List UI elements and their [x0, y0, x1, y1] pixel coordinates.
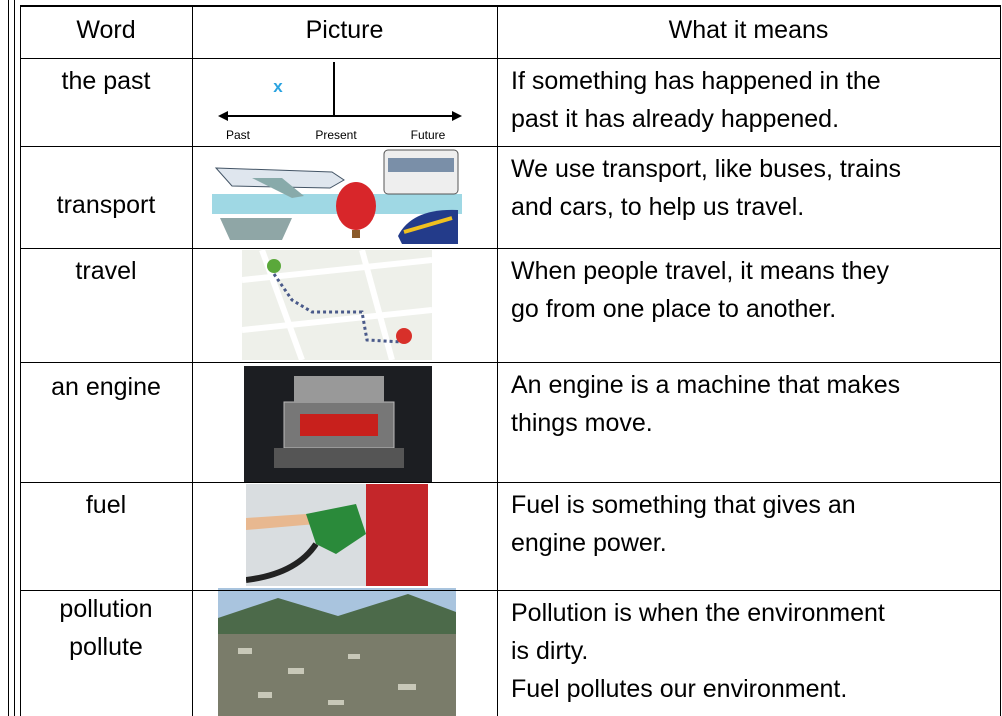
table-border [1000, 5, 1001, 716]
table-border [20, 5, 21, 716]
word-cell: pollution [59, 595, 153, 623]
meaning-cell: Fuel is something that gives an [511, 491, 856, 519]
left-rule [14, 0, 15, 716]
table-border [192, 5, 193, 716]
table-border [497, 5, 498, 716]
word-cell: fuel [85, 491, 127, 519]
meaning-cell: Pollution is when the environment [511, 599, 885, 627]
header-cell: Picture [305, 16, 384, 44]
word-cell: an engine [51, 373, 161, 401]
header-cell: Word [76, 16, 136, 44]
timeline-label: Present [315, 128, 357, 142]
meaning-cell: We use transport, like buses, trains [511, 155, 901, 183]
word-cell: pollute [69, 633, 143, 661]
meaning-cell: go from one place to another. [511, 295, 837, 323]
table-border [20, 58, 1001, 59]
table-border [20, 590, 1001, 591]
meaning-cell: engine power. [511, 529, 667, 557]
word-cell: the past [61, 67, 151, 95]
timeline-label: Future [411, 128, 446, 142]
map-picture [242, 250, 432, 360]
fuel-picture [246, 484, 428, 586]
pollution-picture [218, 588, 456, 716]
engine-picture [244, 366, 432, 482]
meaning-cell: If something has happened in the [511, 67, 881, 95]
meaning-cell: is dirty. [511, 637, 589, 665]
table-border [20, 248, 1001, 249]
meaning-cell: past it has already happened. [511, 105, 840, 133]
word-cell: transport [56, 191, 156, 219]
meaning-cell: things move. [511, 409, 653, 437]
header-cell: What it means [668, 16, 829, 44]
meaning-cell: and cars, to help us travel. [511, 193, 805, 221]
table-border [20, 362, 1001, 363]
table-border [20, 146, 1001, 147]
word-cell: travel [75, 257, 137, 285]
timeline-picture: x Past Present Future [218, 62, 462, 142]
left-rule [8, 0, 9, 716]
timeline-label: Past [226, 128, 251, 142]
meaning-cell: When people travel, it means they [511, 257, 889, 285]
timeline-mark: x [273, 77, 283, 96]
transport-picture [212, 149, 462, 244]
meaning-cell: An engine is a machine that makes [511, 371, 901, 399]
table-border [20, 482, 1001, 483]
meaning-cell: Fuel pollutes our environment. [511, 675, 848, 703]
table-border [20, 5, 1001, 7]
